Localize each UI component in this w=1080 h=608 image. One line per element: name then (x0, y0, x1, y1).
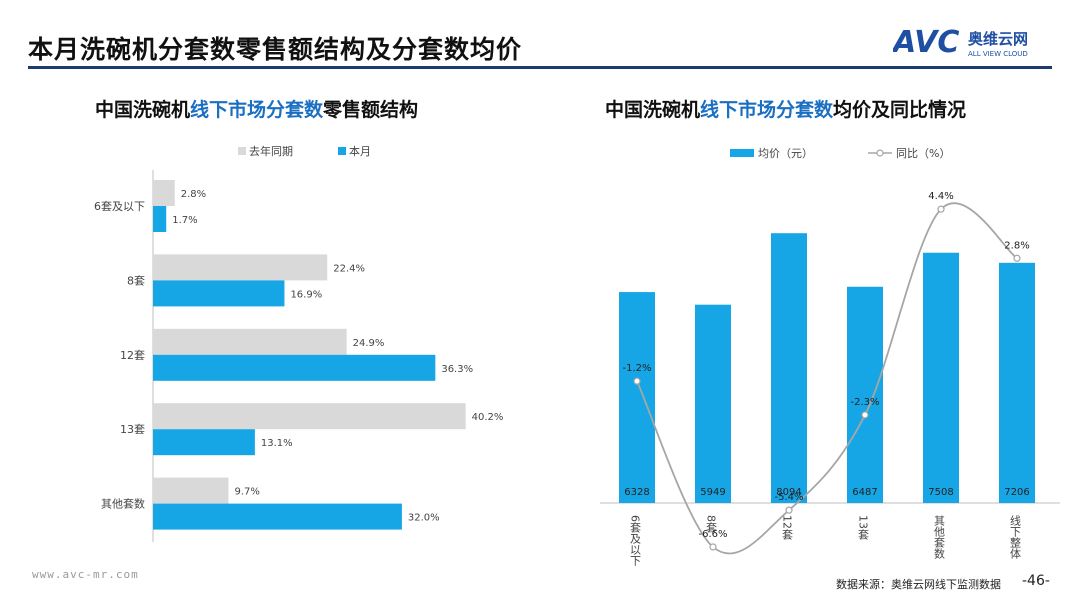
data-label-avg-price: 6487 (852, 487, 877, 498)
right-chart-title: 中国洗碗机线下市场分套数均价及同比情况 (605, 99, 967, 121)
bar-avg-price (771, 233, 807, 503)
category-label: 13套 (857, 515, 870, 540)
category-label: 12套 (781, 515, 794, 540)
yoy-point (709, 543, 717, 551)
logo-wordmark: AVC (893, 25, 959, 60)
data-label-current: 16.9% (290, 289, 322, 300)
legend-swatch-current (338, 147, 346, 155)
page-number: -46- (1022, 573, 1050, 589)
avc-logo: AVC 奥维云网 ALL VIEW CLOUD (893, 25, 1028, 60)
legend-swatch-avg-price (730, 149, 754, 157)
yoy-point (937, 205, 945, 213)
category-label: 其他套数 (933, 515, 946, 560)
yoy-point (633, 377, 641, 385)
data-label-last-year: 40.2% (472, 412, 504, 423)
data-label-avg-price: 7206 (1004, 487, 1029, 498)
legend-label-yoy: 同比（%） (896, 147, 950, 160)
data-label-last-year: 9.7% (234, 487, 259, 498)
data-label-yoy: -5.4% (774, 492, 803, 503)
category-label: 8套 (705, 515, 718, 533)
bar-last-year (153, 477, 229, 504)
category-label: 其他套数 (101, 498, 145, 511)
logo-english: ALL VIEW CLOUD (968, 50, 1028, 58)
avg-price-chart: 均价（元） 同比（%） 6328 6套及以下 5949 8套 8094 12套 6487 13套 7… (600, 147, 1060, 567)
yoy-point (785, 506, 793, 514)
bar-last-year (153, 403, 466, 430)
logo-chinese: 奥维云网 (968, 30, 1028, 48)
category-label: 8套 (127, 274, 145, 287)
data-label-avg-price: 8094 (776, 487, 801, 498)
bar-avg-price (923, 252, 959, 503)
data-label-yoy: 2.8% (1004, 240, 1029, 251)
bar-last-year (153, 328, 347, 355)
legend-label-last-year: 去年同期 (249, 144, 293, 158)
data-label-current: 13.1% (261, 438, 293, 449)
yoy-line (636, 202, 1018, 555)
bar-avg-price (619, 292, 655, 503)
yoy-point (861, 411, 869, 419)
bar-avg-price (695, 304, 731, 503)
legend-label-current: 本月 (349, 144, 371, 158)
data-label-current: 32.0% (408, 513, 440, 524)
data-label-yoy: 4.4% (928, 191, 953, 202)
retail-structure-chart: 去年同期 本月 2.8% 1.7% 6套及以下 22.4% 16.9% 8套 24.9% 36.3… (94, 144, 504, 542)
bar-current (153, 354, 436, 381)
bar-current (153, 280, 285, 307)
category-label: 13套 (120, 423, 145, 436)
category-label: 6套及以下 (629, 515, 642, 567)
legend-label-avg-price: 均价（元） (758, 147, 813, 160)
bar-avg-price (847, 286, 883, 503)
data-label-current: 1.7% (172, 215, 197, 226)
category-label: 6套及以下 (94, 200, 145, 213)
data-label-avg-price: 7508 (928, 487, 953, 498)
data-label-yoy: -2.3% (850, 397, 879, 408)
category-label: 12套 (120, 349, 145, 362)
data-label-last-year: 22.4% (333, 263, 365, 274)
data-source: 数据来源：奥维云网线下监测数据 (836, 578, 1001, 591)
left-chart-title: 中国洗碗机线下市场分套数零售额结构 (95, 99, 419, 121)
bar-last-year (153, 254, 328, 281)
category-label: 线下整体 (1009, 514, 1022, 559)
bar-last-year (153, 180, 175, 206)
data-label-current: 36.3% (441, 364, 473, 375)
bar-current (153, 503, 402, 530)
page-title: 本月洗碗机分套数零售额结构及分套数均价 (28, 35, 523, 64)
data-label-avg-price: 5949 (700, 487, 725, 498)
bar-current (153, 429, 255, 456)
data-label-yoy: -1.2% (622, 363, 651, 374)
bar-avg-price (999, 262, 1035, 503)
title-divider (28, 66, 1052, 69)
bar-current (153, 206, 167, 232)
yoy-point (1013, 254, 1021, 262)
data-label-yoy: -6.6% (698, 529, 727, 540)
data-label-last-year: 2.8% (181, 189, 206, 200)
website-url: www.avc-mr.com (32, 568, 139, 581)
data-label-last-year: 24.9% (353, 338, 385, 349)
legend-swatch-last-year (238, 147, 246, 155)
legend-marker-yoy (876, 149, 884, 157)
data-label-avg-price: 6328 (624, 487, 649, 498)
